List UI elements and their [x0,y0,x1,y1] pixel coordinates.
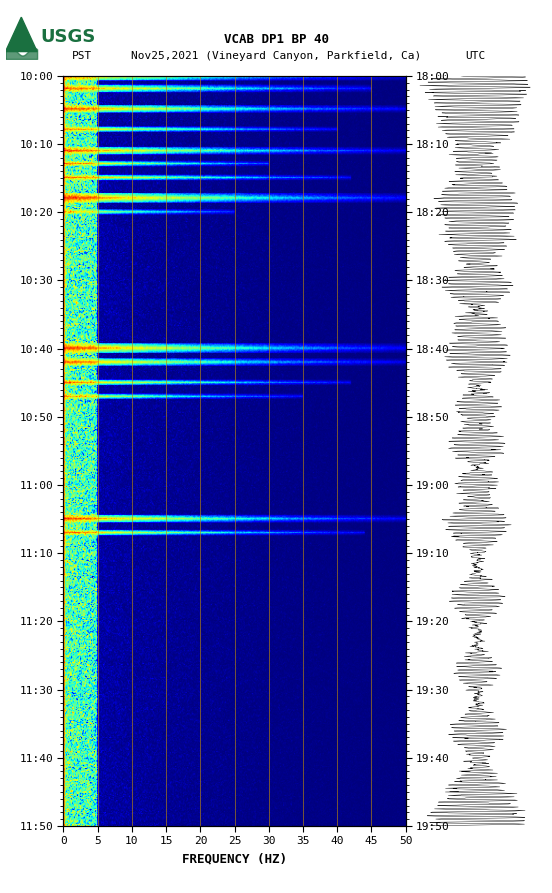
X-axis label: FREQUENCY (HZ): FREQUENCY (HZ) [182,852,287,865]
Text: UTC: UTC [465,51,486,62]
Polygon shape [6,17,37,52]
Text: PST: PST [72,51,92,62]
Text: Nov25,2021 (Vineyard Canyon, Parkfield, Ca): Nov25,2021 (Vineyard Canyon, Parkfield, … [131,51,421,62]
Text: USGS: USGS [40,28,95,46]
Text: VCAB DP1 BP 40: VCAB DP1 BP 40 [224,33,328,46]
